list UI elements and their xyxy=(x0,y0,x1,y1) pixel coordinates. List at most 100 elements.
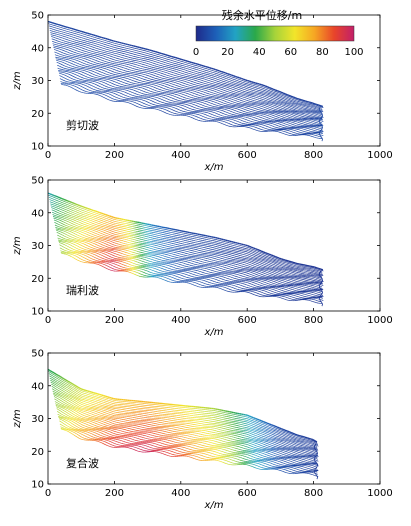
layer-segment xyxy=(50,197,54,200)
layer-segment xyxy=(201,82,204,84)
layer-segment xyxy=(256,85,259,88)
layer-segment xyxy=(89,69,93,72)
layer-segment xyxy=(62,45,65,48)
layer-segment xyxy=(70,48,73,50)
layer-segment xyxy=(93,61,96,64)
layer-segment xyxy=(313,116,317,118)
layer-segment xyxy=(313,114,316,116)
layer-segment xyxy=(213,79,217,82)
layer-segment xyxy=(303,123,306,125)
layer-segment xyxy=(259,93,262,95)
layer-segment xyxy=(206,106,210,108)
layer-segment xyxy=(227,97,230,99)
layer-segment xyxy=(216,74,219,77)
layer-segment xyxy=(104,215,107,217)
layer-segment xyxy=(302,114,305,116)
layer-segment xyxy=(294,102,297,104)
layer-segment xyxy=(184,65,187,68)
layer-segment xyxy=(295,263,298,266)
y-tick-label: 20 xyxy=(31,109,44,120)
layer-segment xyxy=(280,95,283,98)
layer-segment xyxy=(225,83,229,85)
layer-segment xyxy=(230,79,233,82)
layer-segment xyxy=(68,204,71,207)
layer-segment xyxy=(91,214,94,217)
layer-segment xyxy=(59,78,63,80)
layer-segment xyxy=(108,79,112,81)
layer-segment xyxy=(229,75,232,78)
layer-segment xyxy=(84,44,87,46)
layer-segment xyxy=(58,28,62,30)
layer-segment xyxy=(226,245,229,247)
layer-segment xyxy=(175,107,178,110)
layer-segment xyxy=(170,69,173,71)
layer-segment xyxy=(239,92,242,95)
layer-segment xyxy=(112,44,115,46)
layer-segment xyxy=(160,84,164,86)
layer-segment xyxy=(76,40,79,42)
layer-segment xyxy=(185,95,188,97)
layer-segment xyxy=(276,94,279,96)
layer-segment xyxy=(134,92,137,95)
layer-segment xyxy=(107,54,110,57)
layer-segment xyxy=(166,60,170,63)
layer-segment xyxy=(186,106,189,109)
layer-segment xyxy=(263,94,267,96)
layer-segment xyxy=(310,101,314,104)
layer-segment xyxy=(320,272,323,274)
layer-segment xyxy=(152,54,155,56)
layer-segment xyxy=(86,44,89,47)
layer-segment xyxy=(276,262,280,264)
layer-segment xyxy=(60,201,64,204)
layer-segment xyxy=(119,58,122,60)
layer-segment xyxy=(267,260,270,262)
layer-segment xyxy=(170,88,174,90)
layer-segment xyxy=(203,73,206,75)
layer-segment xyxy=(58,55,61,58)
layer-segment xyxy=(99,68,102,70)
layer-segment xyxy=(173,110,177,112)
layer-segment xyxy=(271,123,275,125)
layer-segment xyxy=(54,25,57,27)
layer-segment xyxy=(234,96,237,98)
layer-segment xyxy=(171,66,174,68)
layer-segment xyxy=(157,85,160,88)
layer-segment xyxy=(188,72,191,75)
layer-segment xyxy=(209,74,212,76)
layer-segment xyxy=(207,115,210,117)
layer-segment xyxy=(266,116,269,119)
layer-segment xyxy=(74,76,77,79)
layer-segment xyxy=(231,113,234,115)
layer-segment xyxy=(71,86,74,89)
layer-segment xyxy=(61,197,65,201)
layer-segment xyxy=(200,92,203,95)
layer-segment xyxy=(251,248,254,250)
layer-segment xyxy=(252,99,255,102)
layer-segment xyxy=(171,55,174,58)
layer-segment xyxy=(100,69,104,71)
layer-segment xyxy=(109,91,112,93)
layer-segment xyxy=(220,97,223,99)
layer-segment xyxy=(241,243,244,246)
layer-segment xyxy=(95,86,98,89)
layer-segment xyxy=(102,49,105,52)
layer-segment xyxy=(254,129,257,131)
layer-segment xyxy=(266,257,269,259)
layer-segment xyxy=(263,88,267,90)
layer-segment xyxy=(77,209,80,212)
layer-segment xyxy=(186,84,190,86)
layer-segment xyxy=(219,111,223,114)
layer-segment xyxy=(154,98,157,101)
layer-segment xyxy=(91,40,94,42)
layer-segment xyxy=(293,264,297,267)
layer-segment xyxy=(89,43,93,46)
layer-segment xyxy=(269,115,272,118)
layer-segment xyxy=(273,90,276,92)
layer-segment xyxy=(246,79,250,82)
layer-segment xyxy=(281,124,284,126)
layer-segment xyxy=(225,90,229,93)
layer-segment xyxy=(78,60,81,63)
layer-segment xyxy=(102,96,106,99)
layer-segment xyxy=(85,58,88,61)
layer-segment xyxy=(244,247,247,249)
